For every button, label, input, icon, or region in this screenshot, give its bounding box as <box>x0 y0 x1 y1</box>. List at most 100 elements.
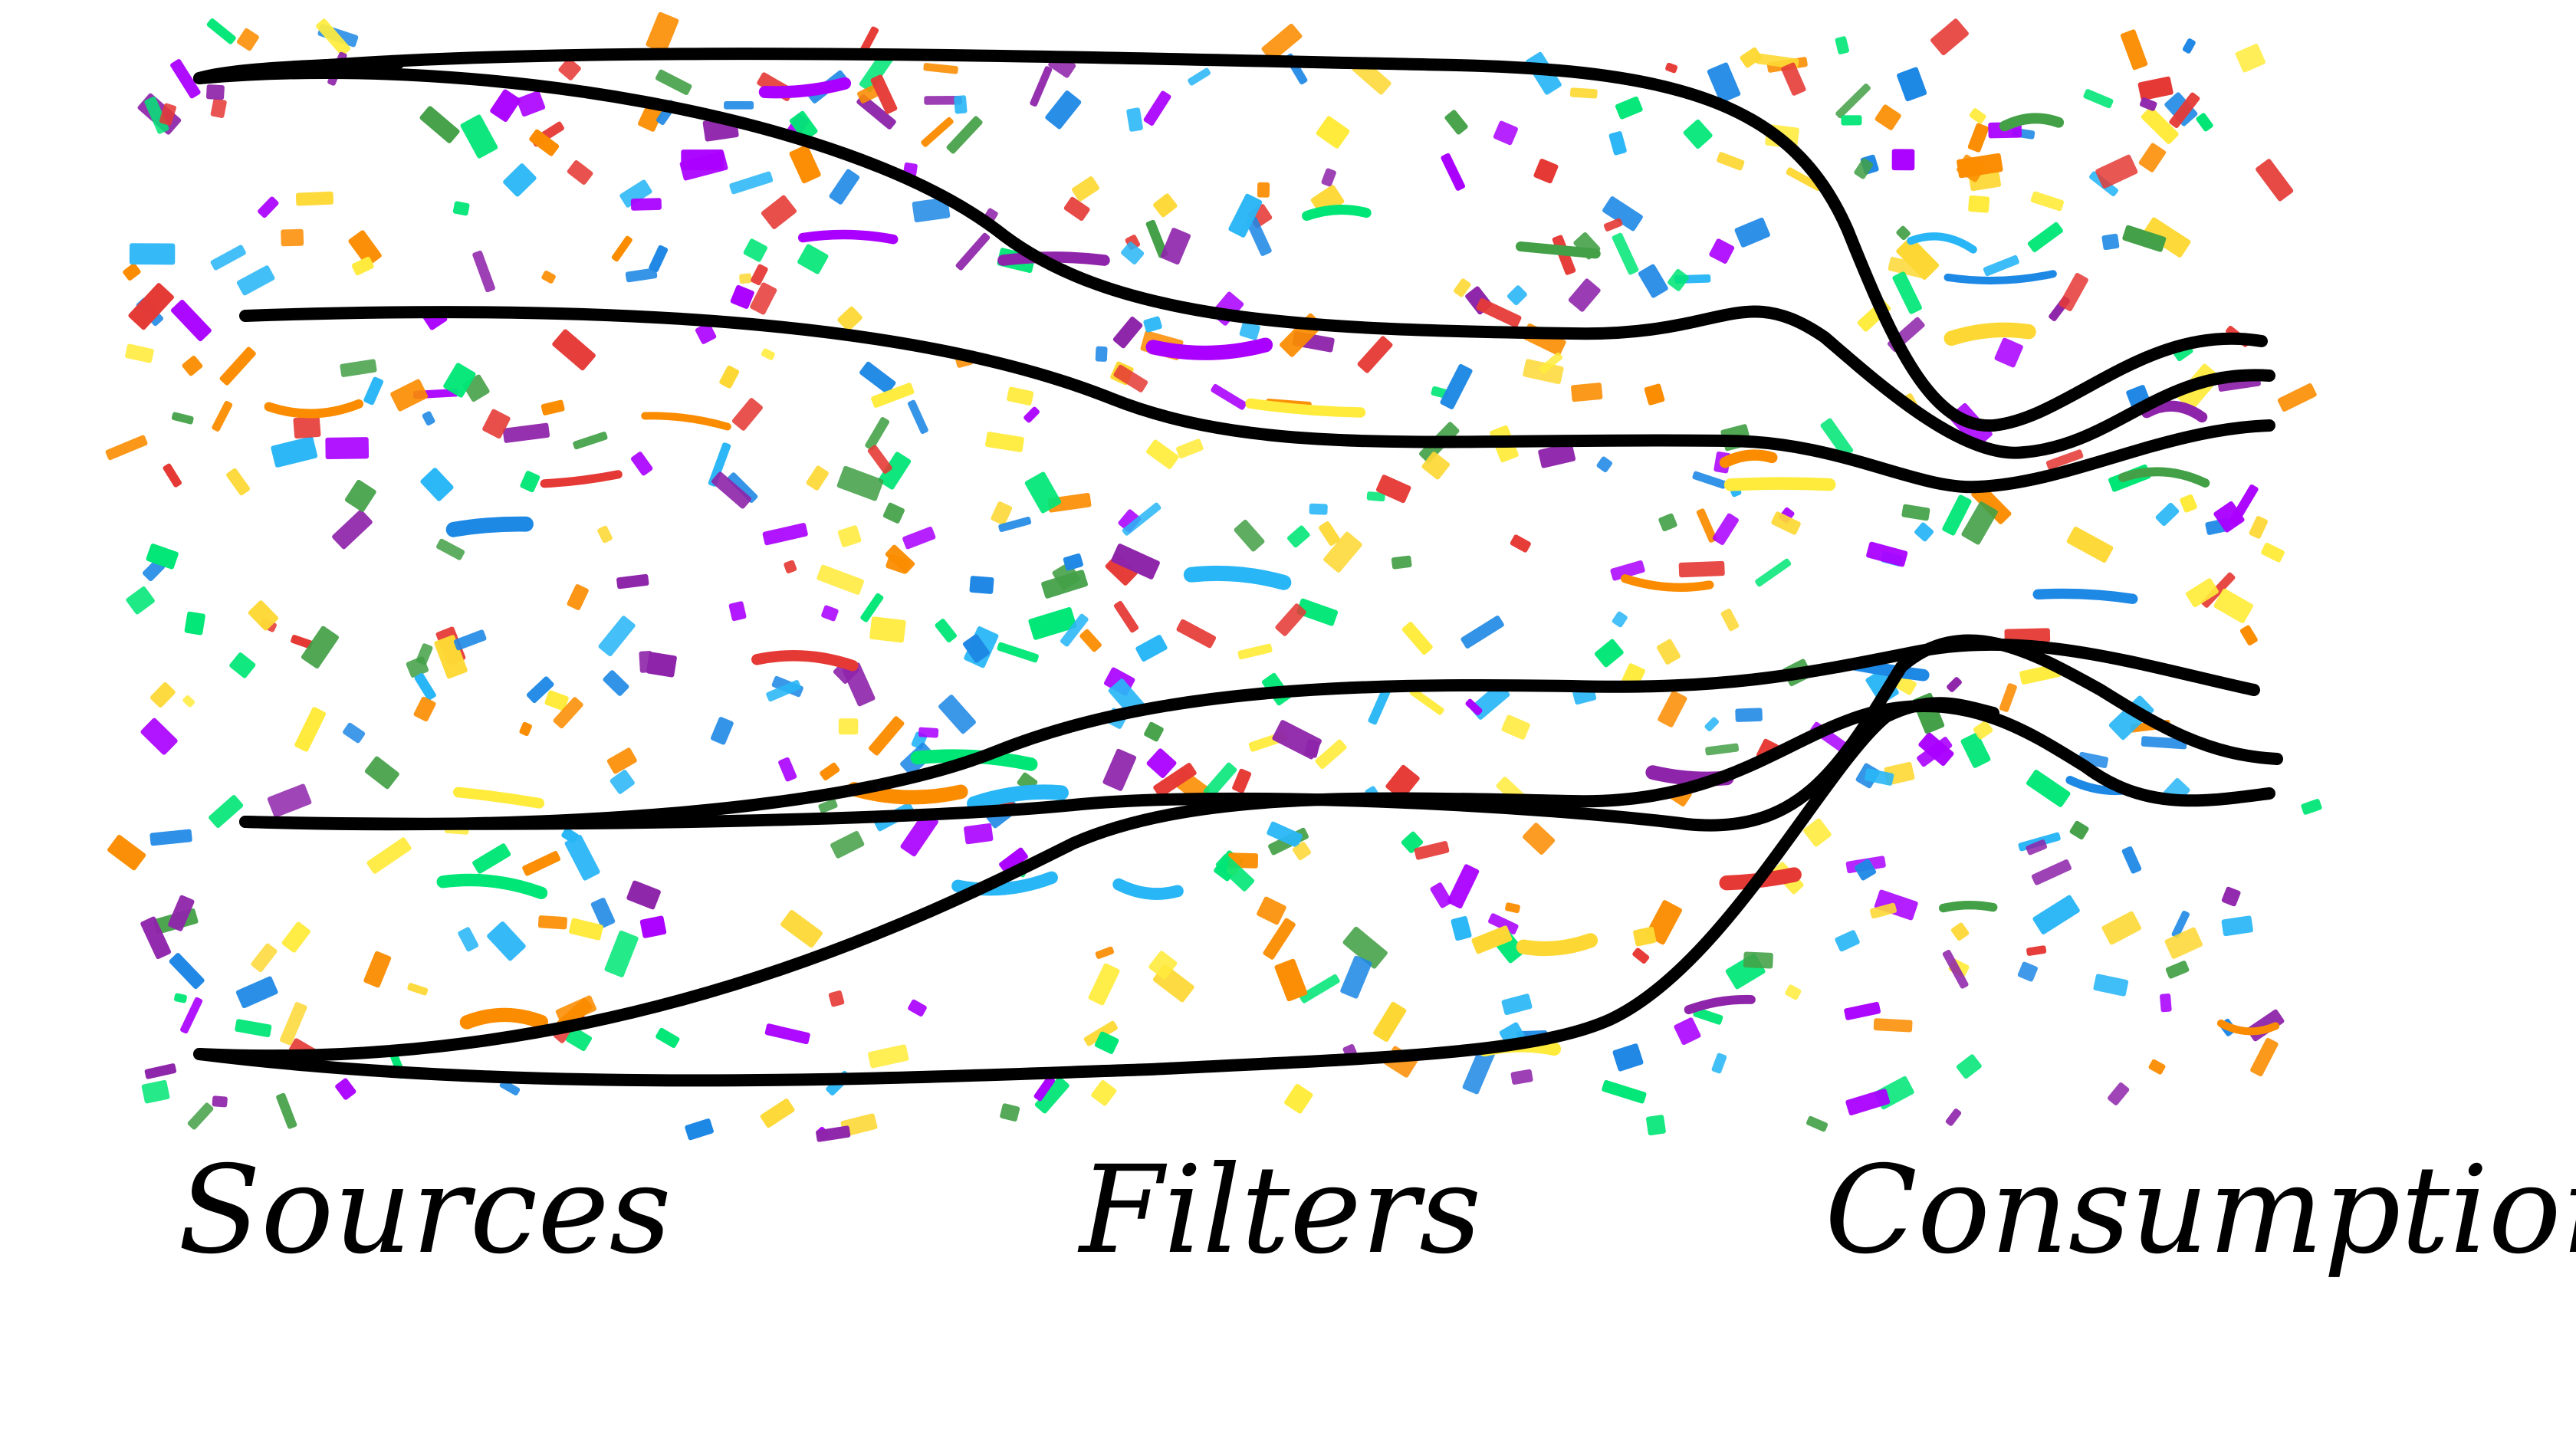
confetti-piece <box>407 983 429 996</box>
confetti-piece <box>2239 625 2258 645</box>
confetti-piece <box>836 465 884 501</box>
confetti-piece <box>1892 271 1922 314</box>
confetti-piece <box>1299 974 1340 1003</box>
confetti-piece <box>1476 297 1522 328</box>
confetti-piece <box>1203 762 1237 799</box>
confetti-piece <box>1135 635 1168 662</box>
confetti-piece <box>1875 104 1901 130</box>
confetti-piece <box>2108 695 2154 741</box>
confetti-piece <box>820 762 840 781</box>
streamer-piece <box>967 784 1069 812</box>
confetti-piece <box>2122 225 2167 252</box>
confetti-piece <box>332 509 373 550</box>
confetti-piece <box>760 1099 795 1128</box>
confetti-piece <box>1734 217 1770 248</box>
confetti-piece <box>293 415 321 439</box>
stream-line <box>239 634 2283 832</box>
confetti-piece <box>487 921 526 961</box>
confetti-piece <box>610 770 635 794</box>
confetti-piece <box>655 69 692 95</box>
confetti-piece <box>1024 471 1062 514</box>
confetti-piece <box>946 116 983 154</box>
confetti-piece <box>271 436 318 468</box>
confetti-piece <box>363 951 392 988</box>
confetti-piece <box>2165 961 2190 979</box>
confetti-piece <box>1421 452 1451 480</box>
confetti-piece <box>1342 926 1388 969</box>
confetti-piece <box>955 232 991 271</box>
confetti-piece <box>1275 603 1306 636</box>
confetti-piece <box>1835 36 1849 54</box>
confetti-piece <box>1603 218 1623 232</box>
confetti-piece <box>606 747 637 774</box>
confetti-piece <box>999 847 1028 874</box>
confetti-piece <box>1704 717 1720 732</box>
confetti-piece <box>646 11 679 54</box>
confetti-piece <box>1999 683 2017 712</box>
streamer-piece <box>2118 467 2210 488</box>
confetti-piece <box>1153 193 1178 218</box>
confetti-piece <box>1945 1108 1962 1126</box>
confetti-piece <box>1261 23 1303 62</box>
confetti-piece <box>171 412 194 425</box>
confetti-piece <box>558 57 581 80</box>
confetti-piece <box>490 89 521 122</box>
confetti-piece <box>1094 1031 1119 1054</box>
confetti-piece <box>2139 97 2157 111</box>
confetti-piece <box>1126 107 1143 132</box>
confetti-piece <box>1533 159 1559 184</box>
confetti-piece <box>2171 911 2190 938</box>
confetti-piece <box>1028 607 1077 640</box>
confetti-piece <box>434 635 468 679</box>
confetti-piece <box>816 564 864 595</box>
confetti-piece <box>325 437 370 460</box>
confetti-piece <box>962 634 990 663</box>
confetti-piece <box>631 452 653 476</box>
confetti-piece <box>837 525 862 547</box>
confetti-piece <box>1612 1043 1644 1072</box>
confetti-piece <box>886 553 911 574</box>
confetti-piece <box>646 652 677 678</box>
confetti-piece <box>1994 337 2023 368</box>
confetti-piece <box>182 695 196 708</box>
confetti-piece <box>1523 823 1556 855</box>
confetti-piece <box>1612 232 1639 275</box>
confetti-piece <box>867 445 892 474</box>
confetti-piece <box>935 619 957 643</box>
confetti-piece <box>1786 167 1822 191</box>
confetti-piece <box>212 1095 228 1108</box>
confetti-piece <box>141 1079 170 1104</box>
confetti-piece <box>2221 886 2241 907</box>
confetti-piece <box>1072 176 1100 202</box>
confetti-piece <box>390 379 429 412</box>
confetti-piece <box>2213 588 2253 623</box>
confetti-piece <box>2121 846 2142 874</box>
confetti-piece <box>1257 896 1286 925</box>
confetti-piece <box>482 409 511 439</box>
confetti-piece <box>2180 494 2197 513</box>
confetti-piece <box>1930 18 1969 56</box>
confetti-piece <box>1102 748 1137 791</box>
confetti-piece <box>1870 902 1897 919</box>
confetti-piece <box>1246 216 1272 256</box>
streamer-piece <box>1944 270 2057 285</box>
confetti-piece <box>2221 915 2253 937</box>
confetti-piece <box>724 101 754 110</box>
confetti-piece <box>1658 690 1687 727</box>
confetti-piece <box>159 103 176 126</box>
streamer-piece <box>2141 400 2208 423</box>
confetti-piece <box>806 465 829 491</box>
confetti-piece <box>344 479 376 512</box>
confetti-piece <box>1942 950 1969 989</box>
confetti-piece <box>762 523 808 546</box>
confetti-piece <box>969 576 994 594</box>
confetti-piece <box>1785 984 1802 1000</box>
confetti-piece <box>1430 882 1452 908</box>
confetti-piece <box>840 1113 878 1137</box>
confetti-piece <box>219 347 256 386</box>
confetti-piece <box>1602 196 1643 232</box>
confetti-piece <box>276 1092 297 1129</box>
confetti-piece <box>797 244 829 274</box>
confetti-piece <box>1950 922 1970 941</box>
streamer-piece <box>1516 933 1598 957</box>
